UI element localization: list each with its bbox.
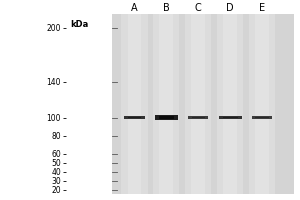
Bar	[128, 14, 141, 194]
Bar	[121, 14, 148, 194]
Bar	[252, 116, 272, 119]
Bar	[223, 117, 238, 118]
Bar	[153, 14, 179, 194]
Bar	[255, 117, 269, 118]
Bar	[124, 116, 145, 119]
Bar	[219, 116, 242, 119]
Bar	[155, 115, 178, 120]
Text: kDa: kDa	[70, 20, 89, 29]
Bar	[112, 14, 294, 194]
Bar	[191, 14, 205, 194]
Bar	[185, 14, 211, 194]
Bar	[128, 117, 141, 118]
Bar	[223, 14, 237, 194]
Bar	[255, 14, 269, 194]
Bar	[160, 14, 173, 194]
Bar	[159, 116, 174, 119]
Bar	[249, 14, 275, 194]
Bar	[217, 14, 243, 194]
Bar	[192, 117, 205, 118]
Bar	[188, 116, 208, 119]
